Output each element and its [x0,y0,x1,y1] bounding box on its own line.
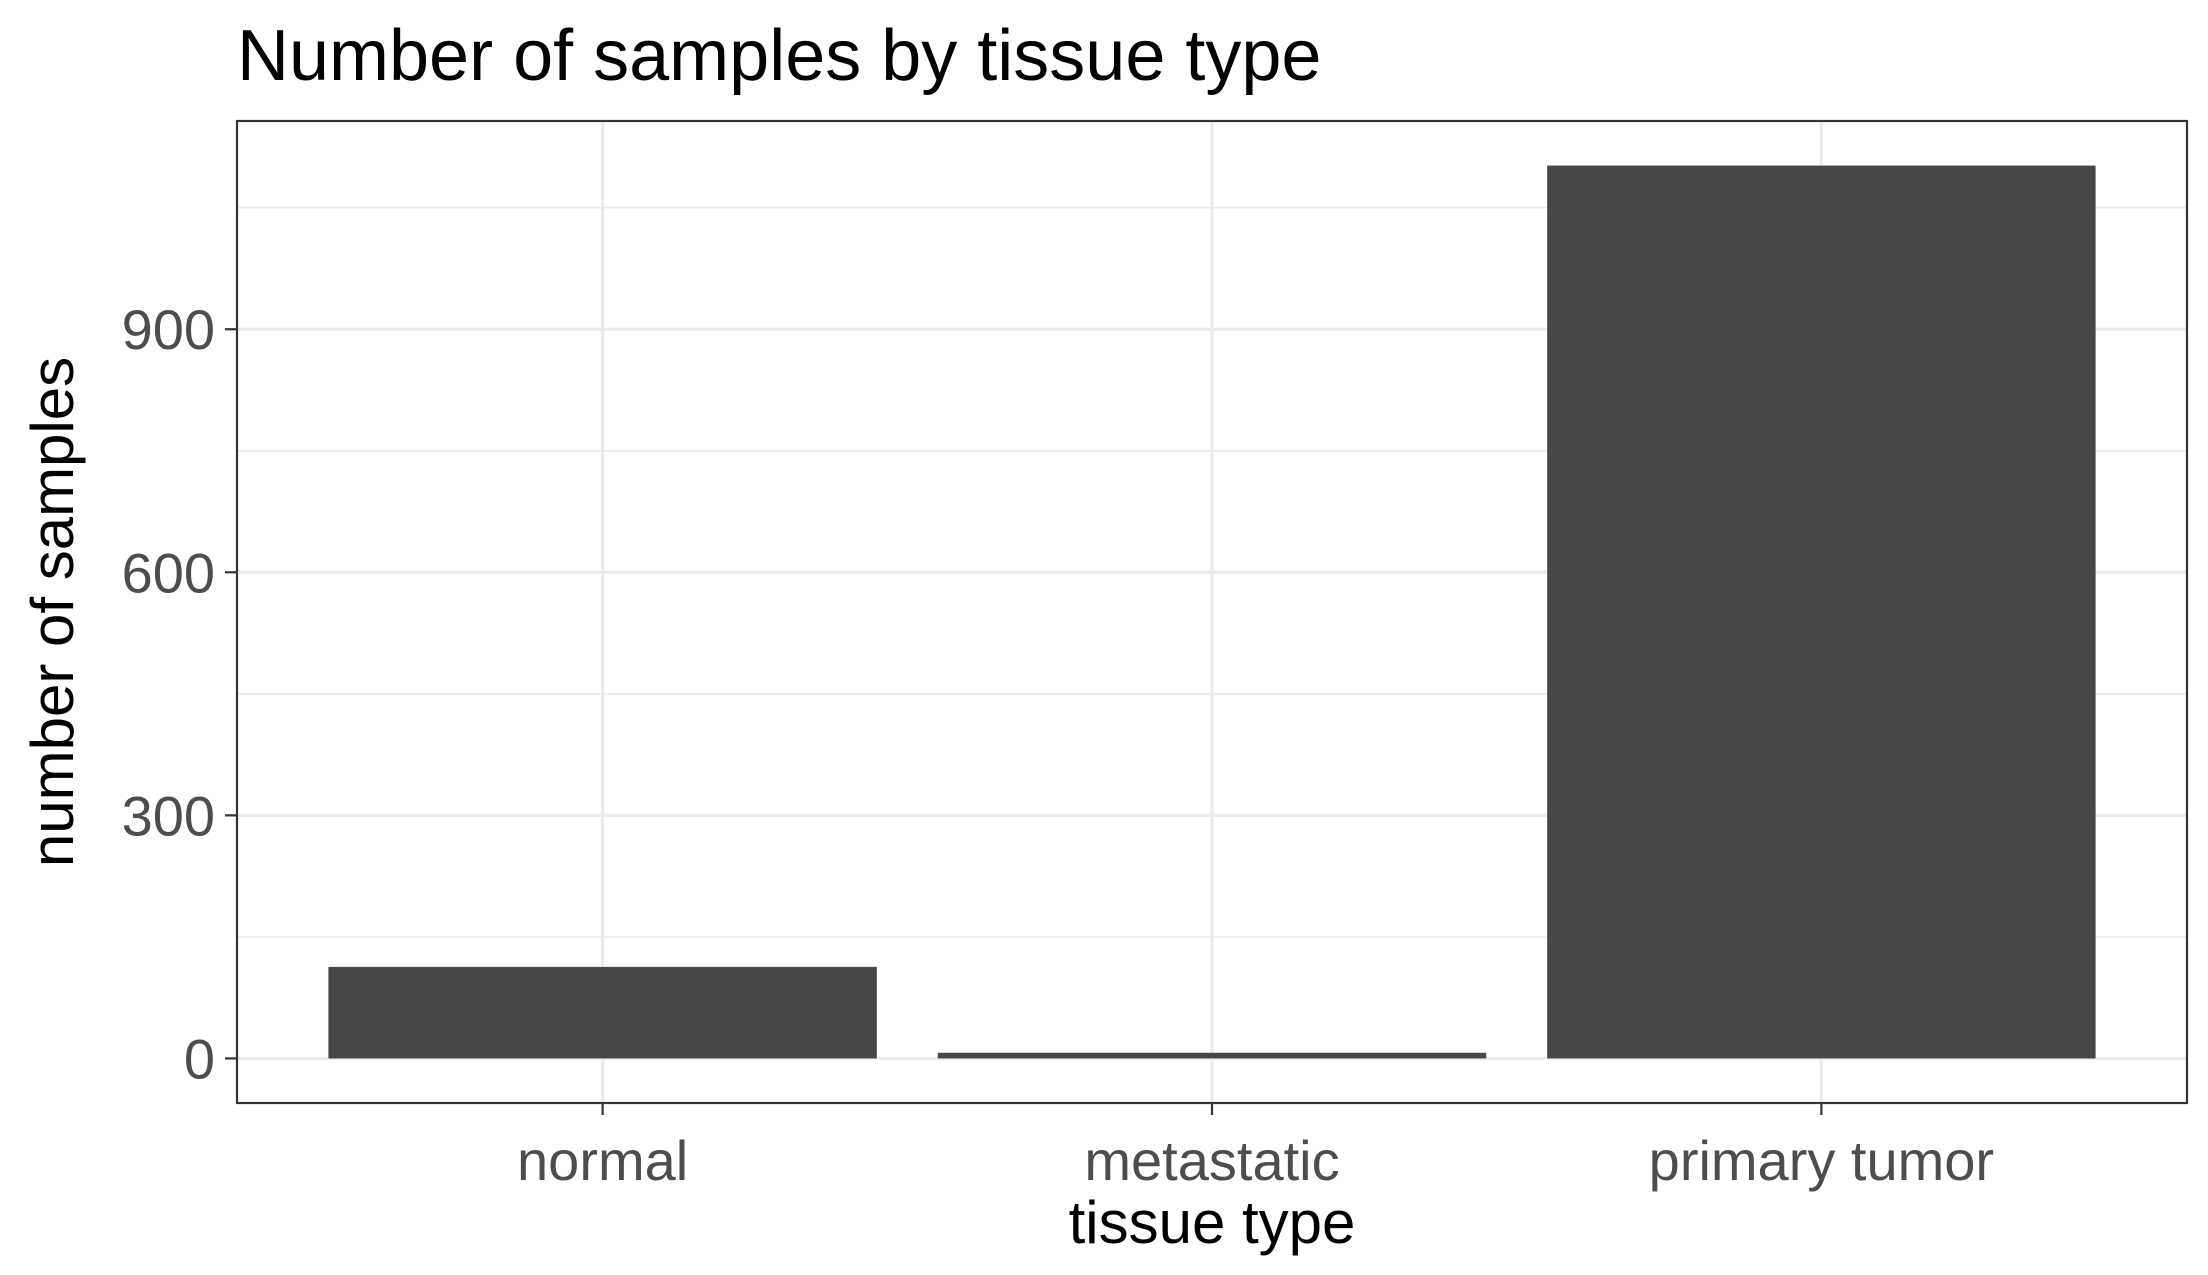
y-tick-label: 0 [184,1027,215,1090]
y-tick-label: 300 [122,784,215,847]
x-axis-title: tissue type [1069,1189,1356,1256]
x-tick-label: primary tumor [1649,1129,1994,1192]
y-tick-label: 600 [122,541,215,604]
x-axis-tick-labels: normal metastatic primary tumor [517,1129,1994,1192]
chart-title: Number of samples by tissue type [237,16,1321,96]
y-axis-tick-labels: 0 300 600 900 [122,298,215,1090]
y-tick-label: 900 [122,298,215,361]
bars [328,165,2096,1059]
axis-ticks [225,328,1823,1115]
x-tick-label: metastatic [1084,1129,1339,1192]
bar-normal [328,966,877,1059]
x-tick-label: normal [517,1129,688,1192]
bar-metastatic [937,1052,1487,1059]
y-axis-title: number of samples [19,357,86,867]
bar-primary-tumor [1547,165,2096,1059]
